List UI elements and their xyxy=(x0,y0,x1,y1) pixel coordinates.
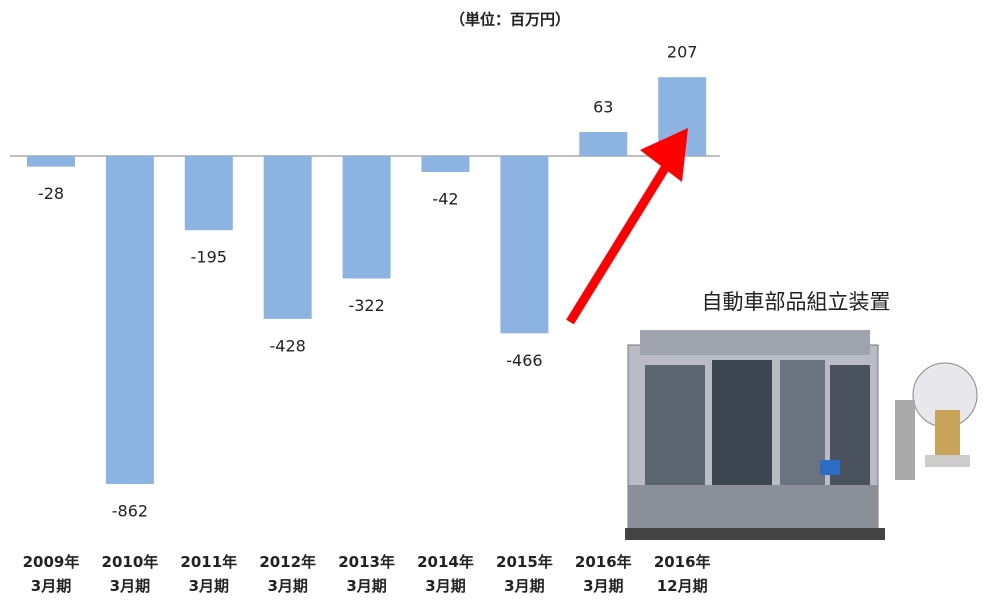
x-tick-label: 2013年 3月期 xyxy=(327,550,407,598)
value-label: -428 xyxy=(270,336,306,355)
bar xyxy=(27,156,75,167)
value-label: -466 xyxy=(506,351,542,370)
x-tick-label: 2014年 3月期 xyxy=(406,550,486,598)
page: （単位：百万円） 自動車部品組立装置 -28 -862 -195 -428 -322 -4… xyxy=(0,0,984,601)
x-tick-label: 2012年 3月期 xyxy=(248,550,328,598)
value-label: -862 xyxy=(112,501,148,520)
x-tick-label: 2016年 12月期 xyxy=(642,550,722,598)
bar xyxy=(579,132,627,156)
annotation: 自動車部品組立装置 xyxy=(702,290,891,314)
arrow xyxy=(570,160,670,322)
value-label: 63 xyxy=(593,98,613,117)
bar xyxy=(422,156,470,172)
chart: （単位：百万円） 自動車部品組立装置 -28 -862 -195 -428 -322 -4… xyxy=(0,0,984,601)
bar xyxy=(343,156,391,279)
bar xyxy=(500,156,548,333)
x-tick-label: 2016年 3月期 xyxy=(563,550,643,598)
chart-subtitle: （単位：百万円） xyxy=(450,11,570,29)
machine-illustration xyxy=(625,330,977,540)
bar xyxy=(185,156,233,230)
x-tick-label: 2015年 3月期 xyxy=(484,550,564,598)
value-label: 207 xyxy=(667,43,698,62)
value-label: -195 xyxy=(191,248,227,267)
bar xyxy=(106,156,154,484)
value-label: -42 xyxy=(432,189,458,208)
x-tick-label: 2009年 3月期 xyxy=(11,550,91,598)
value-label: -322 xyxy=(348,296,384,315)
value-label: -28 xyxy=(38,184,64,203)
x-tick-label: 2011年 3月期 xyxy=(169,550,249,598)
x-tick-label: 2010年 3月期 xyxy=(90,550,170,598)
bar xyxy=(264,156,312,319)
